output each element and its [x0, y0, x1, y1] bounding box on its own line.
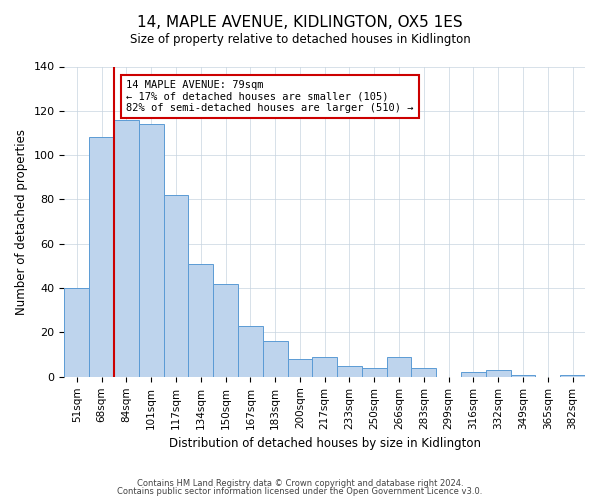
Bar [64, 288, 89, 377]
Bar [287, 359, 313, 377]
Bar [188, 264, 213, 377]
Bar [89, 138, 114, 377]
Bar [139, 124, 164, 377]
Bar [213, 284, 238, 377]
Y-axis label: Number of detached properties: Number of detached properties [15, 128, 28, 314]
Text: Contains public sector information licensed under the Open Government Licence v3: Contains public sector information licen… [118, 487, 482, 496]
Bar [263, 342, 287, 377]
Bar [164, 195, 188, 377]
Bar [560, 374, 585, 377]
Text: 14, MAPLE AVENUE, KIDLINGTON, OX5 1ES: 14, MAPLE AVENUE, KIDLINGTON, OX5 1ES [137, 15, 463, 30]
Bar [313, 357, 337, 377]
Bar [114, 120, 139, 377]
Bar [238, 326, 263, 377]
Bar [461, 372, 486, 377]
Bar [337, 366, 362, 377]
Bar [486, 370, 511, 377]
Text: Contains HM Land Registry data © Crown copyright and database right 2024.: Contains HM Land Registry data © Crown c… [137, 478, 463, 488]
X-axis label: Distribution of detached houses by size in Kidlington: Distribution of detached houses by size … [169, 437, 481, 450]
Bar [412, 368, 436, 377]
Bar [511, 374, 535, 377]
Bar [362, 368, 386, 377]
Bar [386, 357, 412, 377]
Text: 14 MAPLE AVENUE: 79sqm
← 17% of detached houses are smaller (105)
82% of semi-de: 14 MAPLE AVENUE: 79sqm ← 17% of detached… [127, 80, 414, 113]
Text: Size of property relative to detached houses in Kidlington: Size of property relative to detached ho… [130, 32, 470, 46]
